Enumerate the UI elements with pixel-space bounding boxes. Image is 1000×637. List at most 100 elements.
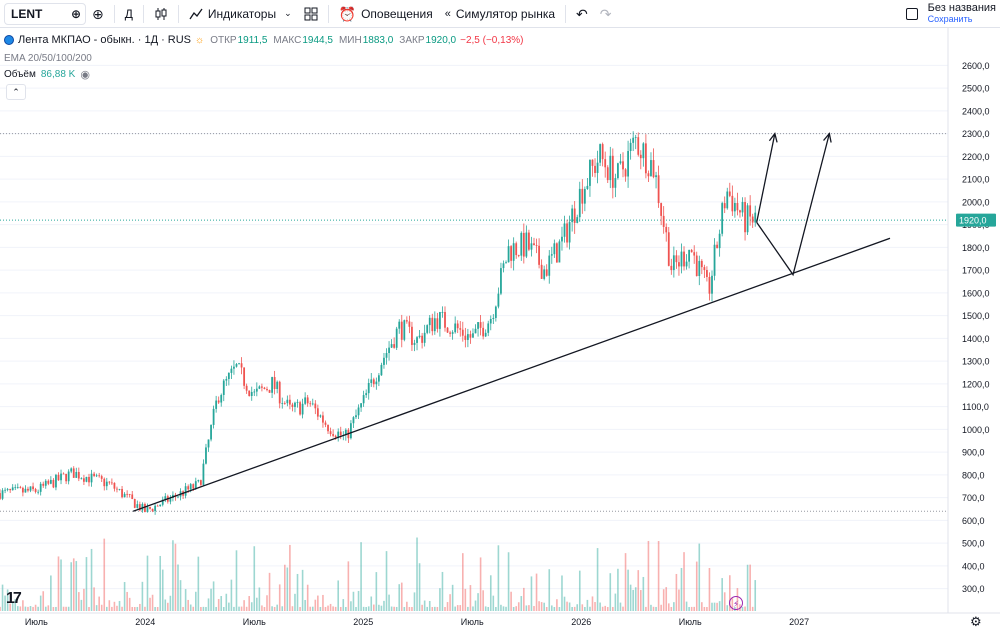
volume-bar: [495, 606, 497, 611]
volume-bar: [632, 589, 634, 611]
volume-bar: [324, 606, 327, 611]
candle-body: [291, 404, 294, 407]
candle-body: [126, 493, 129, 495]
symbol-name[interactable]: Лента МКПАО - обыкн. · 1Д · RUS: [18, 34, 192, 46]
change-value: −2,5 (−0,13%): [460, 34, 524, 46]
candle-body: [144, 503, 146, 513]
candle-body: [136, 504, 139, 508]
layouts-button[interactable]: [298, 3, 324, 25]
volume-bar: [205, 606, 207, 611]
candle-body: [555, 243, 558, 263]
symbol-search[interactable]: LENT ⊕: [4, 2, 86, 25]
candle-body: [678, 262, 680, 267]
volume-bar: [606, 606, 609, 611]
candle-body: [339, 431, 342, 436]
candles-icon: [155, 7, 167, 20]
arrow-head: [768, 132, 778, 143]
interval-button[interactable]: Д: [124, 6, 133, 21]
time-tick-label: 2024: [135, 617, 155, 627]
redo-button[interactable]: ↷: [594, 3, 618, 25]
candle-body: [197, 480, 200, 482]
candle-body: [85, 476, 88, 482]
price-tick-label: 1600,0: [962, 288, 990, 298]
candle-body: [370, 379, 373, 384]
candle-body: [601, 144, 604, 160]
candle-body: [380, 364, 383, 376]
tradingview-logo-icon[interactable]: 17: [6, 590, 22, 607]
candle-body: [576, 217, 579, 223]
toolbar-divider: [177, 4, 179, 23]
candle-body: [266, 388, 268, 391]
add-symbol-button[interactable]: ⊕: [86, 3, 110, 25]
volume-bar: [47, 605, 50, 611]
candle-body: [413, 342, 416, 345]
candle-body: [667, 232, 670, 266]
alerts-button[interactable]: ⏰ Оповещения: [333, 3, 439, 25]
volume-label[interactable]: Объём: [4, 69, 36, 80]
candle-body: [530, 243, 533, 250]
layout-checkbox[interactable]: [905, 8, 918, 20]
candle-body: [233, 366, 235, 369]
volume-bar: [716, 602, 718, 611]
last-price-badge: [956, 213, 996, 227]
candle-body: [449, 332, 451, 334]
layout-title-block[interactable]: Без названия Сохранить: [928, 3, 996, 25]
candle-body: [454, 323, 457, 333]
volume-bar: [88, 606, 90, 611]
undo-button[interactable]: ↶: [570, 3, 594, 25]
indicators-icon: [189, 8, 203, 19]
candle-body: [34, 489, 37, 492]
save-link[interactable]: Сохранить: [927, 14, 973, 24]
candle-body: [212, 408, 215, 425]
candle-body: [110, 482, 113, 484]
volume-bar: [406, 601, 408, 611]
candle-body: [230, 368, 233, 373]
projection-arrow: [756, 133, 776, 223]
volume-bar: [492, 595, 495, 611]
candle-body: [642, 143, 645, 159]
candle-body: [390, 344, 393, 348]
candle-body: [632, 137, 635, 143]
symbol-label: LENT: [11, 6, 43, 21]
candle-body: [512, 243, 515, 261]
price-tick-label: 1800,0: [962, 243, 990, 253]
volume-bar: [520, 596, 523, 611]
layout-save-area: Без названия Сохранить: [905, 3, 996, 25]
candle-body: [586, 185, 589, 189]
candle-body: [88, 476, 90, 483]
volume-bar: [558, 606, 561, 611]
volume-bar: [4, 595, 6, 611]
candle-body: [487, 323, 490, 333]
price-chart[interactable]: 2600,0 2500,0 2400,0 2300,0 2200,0 2100,0 2000…: [0, 28, 1000, 637]
volume-bar: [139, 603, 141, 611]
volume-bar: [210, 588, 212, 611]
volume-bar: [370, 596, 373, 611]
replay-button[interactable]: « Симулятор рынка: [439, 3, 561, 25]
volume-bar: [195, 591, 197, 611]
gear-icon[interactable]: ⚙: [970, 614, 982, 629]
candle-body: [477, 322, 479, 329]
volume-bar: [128, 597, 131, 611]
lightning-icon[interactable]: ⚡: [729, 596, 743, 610]
price-tick-label: 300,0: [962, 584, 985, 594]
candle-body: [433, 318, 436, 332]
compare-icon[interactable]: ⊕: [70, 6, 81, 21]
volume-bar: [622, 606, 624, 611]
volume-bar: [385, 551, 388, 611]
ema-indicator-label[interactable]: EMA 20/50/100/200: [4, 53, 92, 64]
volume-bar: [37, 606, 39, 611]
indicators-button[interactable]: Индикаторы ⌄: [183, 3, 298, 25]
candles: [0, 131, 757, 515]
volume-bar: [83, 588, 85, 611]
candle-body: [688, 249, 691, 262]
volume-bar: [489, 575, 492, 611]
candle-body: [713, 244, 716, 276]
candle-body: [316, 408, 319, 417]
collapse-legend-button[interactable]: ⌃: [6, 84, 26, 100]
rewind-icon: «: [444, 7, 451, 20]
eye-icon[interactable]: ◉: [80, 69, 90, 81]
chart-type-button[interactable]: [148, 3, 174, 25]
candle-body: [589, 159, 591, 186]
candle-body: [660, 203, 663, 216]
volume-bar: [235, 550, 238, 611]
